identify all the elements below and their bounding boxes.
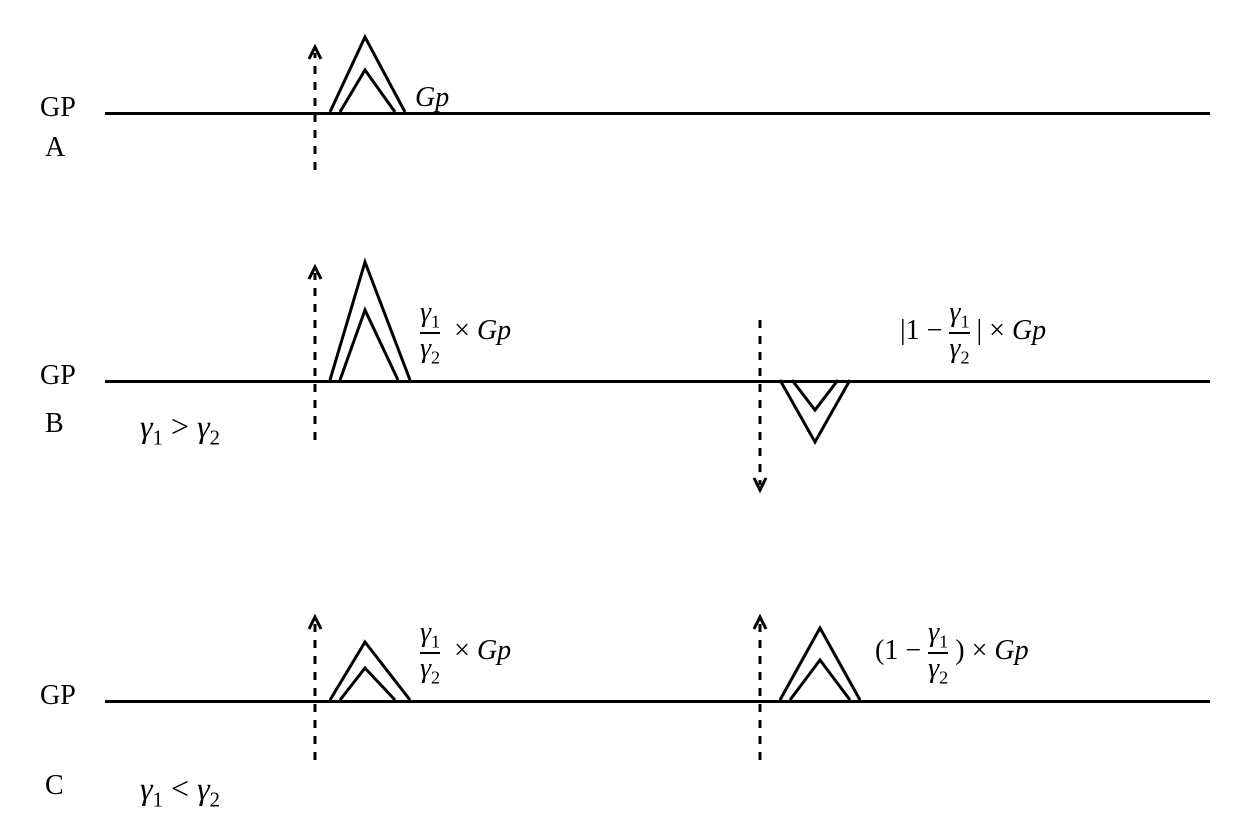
formula-paren-one-minus-ratio-gp: (1 − γ1γ2 ) × Gp [875,618,1029,687]
condition-gamma-greater: γ1 > γ2 [140,408,220,450]
dashed-arrow-up [307,265,323,445]
baseline-b [105,380,1210,383]
gp-axis-label: GP [40,360,76,392]
dashed-arrow-up [752,615,768,765]
gradient-peak [780,628,865,704]
baseline-c [105,700,1210,703]
gp-axis-label: GP [40,680,76,712]
panel-letter-c: C [45,770,64,802]
gradient-peak-small [330,642,412,704]
condition-gamma-less: γ1 < γ2 [140,770,220,812]
dashed-arrow-up [307,45,323,175]
gradient-peak-down [780,380,855,448]
gradient-peak [330,37,410,117]
dashed-arrow-up [307,615,323,765]
formula-ratio-gp: γ1γ2 × Gp [420,298,511,367]
formula-gp: Gp [415,82,449,114]
panel-letter-b: B [45,408,64,440]
formula-ratio-gp: γ1γ2 × Gp [420,618,511,687]
formula-abs-one-minus-ratio-gp: |1 − γ1γ2 | × Gp [900,298,1046,367]
gp-axis-label: GP [40,92,76,124]
panel-letter-a: A [45,132,65,164]
pulse-sequence-diagram: GP A Gp GP B γ1 > γ2 [20,20,1220,810]
gradient-peak-tall [330,262,415,384]
dashed-arrow-down [752,320,768,495]
baseline-a [105,112,1210,115]
